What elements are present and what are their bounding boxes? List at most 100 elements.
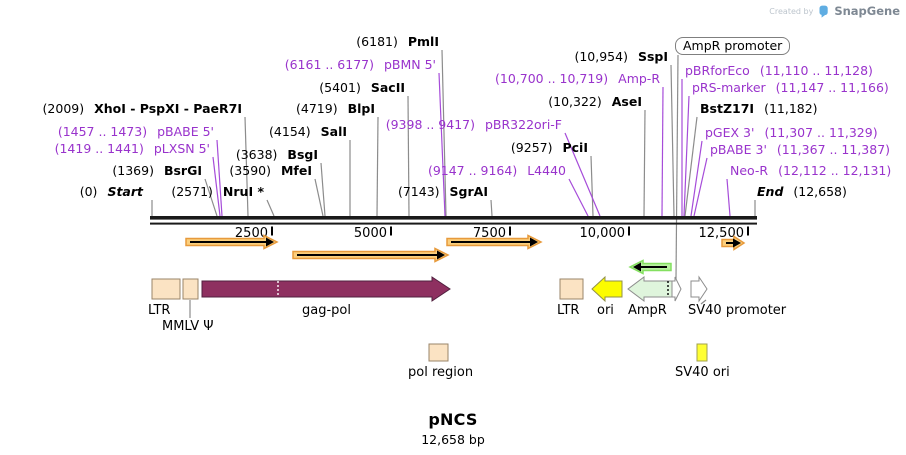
site-label-pcii: (9257) PciI [511, 141, 588, 155]
annotation-name: pBR322ori-F [484, 117, 562, 132]
annotation-name: Amp-R [618, 71, 660, 86]
site-label-bsrgi: (1369) BsrGI [112, 164, 202, 178]
feature-sv40-promoter-label-connector [700, 299, 707, 305]
primer-label-pbabe-5: (1457 .. 1473) pBABE 5' [58, 125, 214, 139]
ruler-tick-label-5000: 5000 [354, 226, 387, 241]
feature-ori [591, 275, 623, 303]
feature-ampr [627, 276, 674, 302]
ruler-tick-mark [390, 226, 392, 236]
plasmid-size: 12,658 bp [421, 432, 485, 447]
annotation-name: pBABE 3' [710, 142, 767, 157]
feature-label-gag-pol: gag-pol [302, 303, 351, 318]
annotation-name: SacII [370, 80, 405, 95]
primer-connector-plxsn-5 [212, 156, 221, 217]
orf-core-head [437, 250, 445, 260]
primer-connector-pbabe-5 [216, 139, 223, 217]
primer-label-l4440: (9147 .. 9164) L4440 [428, 164, 566, 178]
position-text: (10,700 .. 10,719) [495, 71, 609, 86]
feature-label-mmlv-psi: MMLV Ψ [162, 319, 214, 334]
position-text: (11,307 .. 11,329) [764, 125, 878, 140]
annotation-name: Neo-R [730, 163, 769, 178]
ruler-tick-label-12-500: 12,500 [699, 226, 745, 241]
primer-connector-pgex-3 [690, 140, 703, 217]
ruler-bottom-line [150, 222, 757, 225]
primer-label-pbrforeco: pBRforEco (11,110 .. 11,128) [685, 64, 873, 78]
site-connector-bsgi [320, 162, 326, 217]
position-text: (1457 .. 1473) [57, 124, 148, 139]
site-label-bstz17i: BstZ17I (11,182) [700, 102, 818, 116]
feature-ampr-promoter [671, 276, 682, 302]
feature-mmlv-psi [182, 278, 199, 300]
position-text: (5401) [319, 80, 361, 95]
annotation-name: PmlI [407, 34, 439, 49]
site-connector-bstz17i [684, 116, 698, 217]
site-label-mfei: (3590) MfeI [229, 164, 312, 178]
position-text: (11,182) [764, 101, 818, 116]
primer-connector-pbabe-3 [693, 157, 708, 217]
position-text: (3590) [229, 163, 271, 178]
primer-label-plxsn-5: (1419 .. 1441) pLXSN 5' [55, 142, 210, 156]
position-text: (12,112 .. 12,131) [778, 163, 892, 178]
annotation-name: pRS-marker [692, 80, 766, 95]
annotation-name: MfeI [280, 163, 312, 178]
snapgene-brand-text: SnapGene [834, 4, 900, 18]
feature-label-sv40-ori: SV40 ori [675, 365, 730, 380]
primer-connector-amp-r [661, 86, 664, 217]
orf-core-head [633, 262, 641, 272]
plasmid-title-block: pNCS 12,658 bp [253, 410, 653, 447]
site-label-sali: (4154) SalI [269, 125, 347, 139]
annotation-name: L4440 [527, 163, 566, 178]
feature-label-ltr-3: LTR [557, 303, 580, 318]
site-connector-sacii [407, 95, 410, 217]
primer-label-pbmn-5: (6161 .. 6177) pBMN 5' [285, 58, 436, 72]
annotation-name: pBRforEco [685, 63, 750, 78]
position-text: (9147 .. 9164) [427, 163, 518, 178]
primer-label-pgex-3: pGEX 3' (11,307 .. 11,329) [705, 126, 878, 140]
annotation-name: BsrGI [163, 163, 202, 178]
primer-label-amp-r: (10,700 .. 10,719) Amp-R [495, 72, 660, 86]
annotation-name: pGEX 3' [705, 125, 755, 140]
site-connector-asei [643, 109, 646, 217]
position-text: (9398 .. 9417) [385, 117, 475, 132]
site-label-asei: (10,322) AseI [548, 95, 642, 109]
position-text: (6161 .. 6177) [284, 57, 374, 72]
site-label-sgrai: (7143) SgrAI [398, 185, 488, 199]
annotation-name: BlpI [347, 101, 375, 116]
annotation-name: BsgI [287, 147, 318, 162]
ruler-tick-mark [628, 226, 630, 236]
primer-label-pbr322ori-f: (9398 .. 9417) pBR322ori-F [386, 118, 562, 132]
position-text: (9257) [510, 140, 553, 155]
primer-connector-neo-r [726, 178, 731, 217]
primer-label-neo-r: Neo-R (12,112 .. 12,131) [730, 164, 891, 178]
position-text: (10,322) [548, 94, 602, 109]
boxed-label-connector [675, 54, 679, 280]
site-label-bsgi: (3638) BsgI [236, 148, 318, 162]
orf-core-head [530, 237, 538, 247]
feature-label-ampr: AmpR [628, 303, 667, 318]
site-label-xhoi-pspxi-paer7i: (2009) XhoI - PspXI - PaeR7I [43, 102, 242, 116]
feature-pol-region [428, 343, 449, 362]
feature-ltr-5 [151, 278, 181, 300]
position-text: (6181) [356, 34, 398, 49]
annotation-name: PciI [562, 140, 588, 155]
primer-connector-l4440 [568, 178, 589, 217]
feature-label-sv40-promoter: SV40 promoter [688, 303, 787, 318]
site-connector-sspi [670, 64, 675, 217]
site-connector-sgrai [490, 199, 493, 217]
feature-gag-pol [201, 276, 451, 302]
feature-label-pol-region: pol region [408, 365, 474, 380]
ruler-tick-label-7500: 7500 [473, 226, 506, 241]
feature-label-ori: ori [597, 303, 614, 318]
position-text: (1419 .. 1441) [54, 141, 144, 156]
site-label-sacii: (5401) SacII [319, 81, 405, 95]
annotation-name: pBMN 5' [383, 57, 436, 72]
position-text: (2009) [42, 101, 85, 116]
position-text: (1369) [112, 163, 154, 178]
position-text: (10,954) [574, 49, 628, 64]
site-connector-blpi [376, 116, 379, 217]
position-text: (0) [79, 184, 98, 199]
annotation-name: SspI [637, 49, 668, 64]
orf-core-head [266, 237, 274, 247]
annotation-name: XhoI - PspXI - PaeR7I [94, 101, 242, 116]
